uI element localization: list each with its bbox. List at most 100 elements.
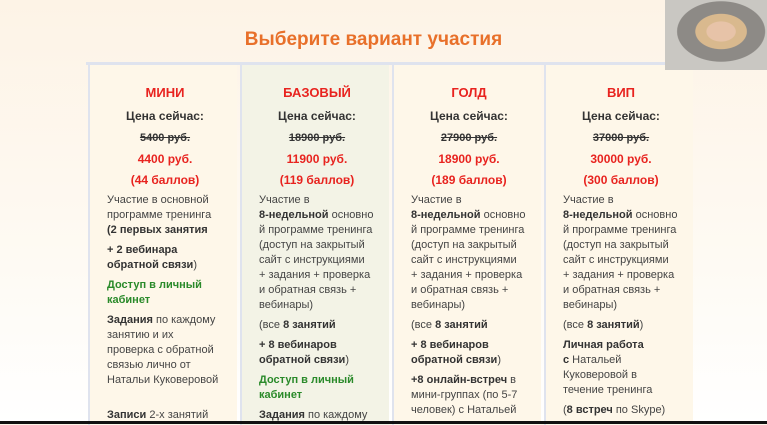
feature-line: 8-недельной основно (259, 208, 389, 223)
new-price: 4400 руб. (137, 152, 193, 166)
text-segment: Личная работа (563, 339, 644, 351)
text-segment: сайт с инструкциями (563, 254, 669, 266)
text-segment: кабинет (107, 294, 151, 306)
plan-name: ГОЛД (451, 85, 487, 100)
feature-paragraph: Участие в 8-недельной основно й программе … (411, 193, 541, 313)
text-segment: связью лично от (107, 359, 191, 371)
feature-line: вебинары) (259, 298, 389, 313)
old-price: 18900 руб. (288, 132, 346, 144)
feature-line: (доступ на закрытый (411, 238, 541, 253)
text-segment: (все (411, 319, 436, 331)
feature-line: й программе тренинга (411, 223, 541, 238)
text-segment: Натальи Куковеровой (107, 374, 219, 386)
feature-line: связью лично от (107, 358, 237, 373)
feature-line: мини-группах (по 5-7 (411, 388, 541, 403)
text-segment: Участие в (563, 194, 614, 206)
text-segment: + 8 вебинаров (259, 339, 337, 351)
text-segment: й программе тренинга (563, 224, 677, 236)
text-segment: 8 встреч (566, 404, 613, 416)
feature-line: 8-недельной основно (563, 208, 693, 223)
text-segment: вебинары) (563, 299, 618, 311)
points: (119 баллов) (279, 173, 355, 187)
text-segment: + 8 вебинаров (411, 339, 489, 351)
text-segment: Доступ в личный (259, 374, 354, 386)
feature-paragraph: (все 8 занятий) (563, 318, 693, 333)
feature-line: сайт с инструкциями (411, 253, 541, 268)
feature-line: проверка с обратной (107, 343, 237, 358)
feature-line: Куковеровой в (563, 368, 693, 383)
text-segment: Куковеровой в (563, 369, 637, 381)
text-segment: кабинет (259, 389, 303, 401)
feature-line: (2 первых занятия (107, 223, 237, 238)
text-segment: проверка с обратной (107, 344, 214, 356)
feature-paragraph: + 8 вебинаров обратной связи) (411, 338, 541, 368)
plan-name: ВИП (606, 85, 636, 100)
text-segment: основно (480, 209, 526, 221)
feature-line: обратной связи) (411, 353, 541, 368)
pricing-card: БАЗОВЫЙ Цена сейчас: 18900 руб. 11900 руб. (… (240, 65, 389, 425)
text-segment: обратной связи (107, 259, 194, 271)
pricing-card: ВИП Цена сейчас: 37000 руб. 30000 руб. (300 … (544, 65, 693, 425)
text-segment: по каждому (152, 314, 216, 326)
text-segment: 8 занятий (283, 319, 336, 331)
text-segment: (доступ на закрытый (259, 239, 365, 251)
feature-line: + задания + проверка (563, 268, 693, 283)
text-segment: (все (259, 319, 284, 331)
feature-paragraph: +8 онлайн-встреч в мини-группах (по 5-7 че… (411, 373, 541, 418)
text-segment: 8 занятий (587, 319, 640, 331)
feature-paragraph: Участие в 8-недельной основно й программе … (259, 193, 389, 313)
text-segment: Натальей (569, 354, 622, 366)
pricing-card: МИНИ Цена сейчас: 5400 руб. 4400 руб. (44 ба… (88, 65, 237, 425)
text-segment: сайт с инструкциями (411, 254, 517, 266)
text-segment: Участие в (411, 194, 462, 206)
plan-name: МИНИ (145, 85, 185, 100)
feature-paragraph: Задания по каждому (259, 408, 389, 423)
text-segment: Доступ в личный (107, 279, 202, 291)
feature-paragraph: Доступ в личный кабинет (259, 373, 389, 403)
divider (86, 62, 698, 65)
feature-line: сайт с инструкциями (563, 253, 693, 268)
feature-paragraph: + 8 вебинаров обратной связи) (259, 338, 389, 368)
price-label: Цена сейчас: (582, 109, 660, 123)
text-segment: + задания + проверка (411, 269, 523, 281)
feature-line: течение тренинга (563, 383, 693, 398)
feature-line: кабинет (107, 293, 237, 308)
pricing-card: ГОЛД Цена сейчас: 27900 руб. 18900 руб. (189… (392, 65, 541, 425)
text-segment: Записи (107, 409, 147, 421)
feature-line: Доступ в личный (259, 373, 389, 388)
text-segment: обратной связи (411, 354, 498, 366)
text-segment: (2 первых занятия (107, 224, 208, 236)
text-segment: с (563, 354, 570, 366)
feature-paragraph: Записи 2-х занятий (107, 408, 237, 423)
feature-line: +8 онлайн-встреч в (411, 373, 541, 388)
feature-paragraph: + 2 вебинара обратной связи) (107, 243, 237, 273)
text-segment: 8 занятий (435, 319, 488, 331)
feature-line (107, 388, 237, 403)
text-segment: основно (328, 209, 374, 221)
text-segment: вебинары) (411, 299, 466, 311)
text-segment: программе тренинга (107, 209, 212, 221)
text-segment: (доступ на закрытый (563, 239, 669, 251)
old-price: 27900 руб. (440, 132, 498, 144)
text-segment: ) (497, 354, 501, 366)
text-segment: Участие в (259, 194, 310, 206)
text-segment: ) (193, 259, 197, 271)
new-price: 18900 руб. (438, 152, 500, 166)
feature-line: Задания по каждому (259, 408, 389, 423)
feature-line: Доступ в личный (107, 278, 237, 293)
text-segment: мини-группах (по 5-7 (411, 389, 518, 401)
text-segment: занятию и их (107, 329, 174, 341)
feature-line: сайт с инструкциями (259, 253, 389, 268)
feature-line: занятию и их (107, 328, 237, 343)
text-segment: и обратная связь + (411, 284, 509, 296)
text-segment: 8-недельной (411, 209, 481, 221)
text-segment: человек) с Натальей (411, 404, 517, 416)
feature-line: Участие в (411, 193, 541, 208)
text-segment: и обратная связь + (259, 284, 357, 296)
feature-line: вебинары) (563, 298, 693, 313)
feature-line: й программе тренинга (563, 223, 693, 238)
feature-line: 8-недельной основно (411, 208, 541, 223)
feature-line: Участие в основной (107, 193, 237, 208)
feature-paragraph: (все 8 занятий (259, 318, 389, 333)
text-segment: (доступ на закрытый (411, 239, 517, 251)
